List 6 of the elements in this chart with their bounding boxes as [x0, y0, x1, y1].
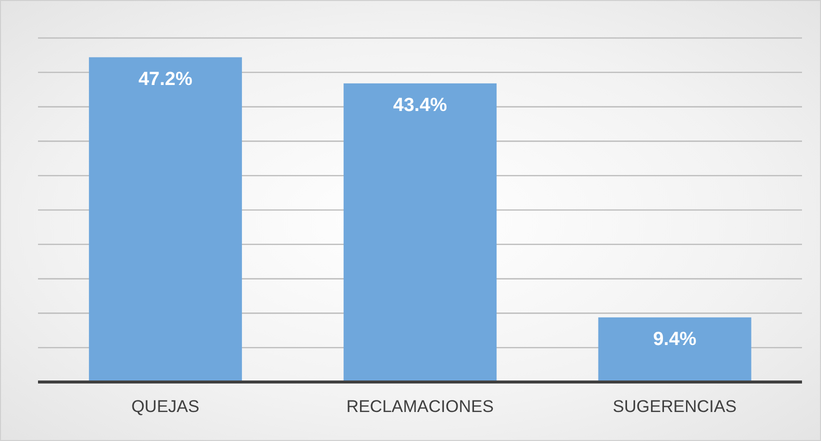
data-label: 9.4%	[653, 328, 697, 350]
x-tick-label: RECLAMACIONES	[346, 397, 494, 416]
x-tick-label: QUEJAS	[131, 397, 200, 416]
data-label: 47.2%	[138, 68, 192, 90]
data-label: 43.4%	[393, 94, 448, 116]
x-tick-label: SUGERENCIAS	[612, 397, 737, 416]
